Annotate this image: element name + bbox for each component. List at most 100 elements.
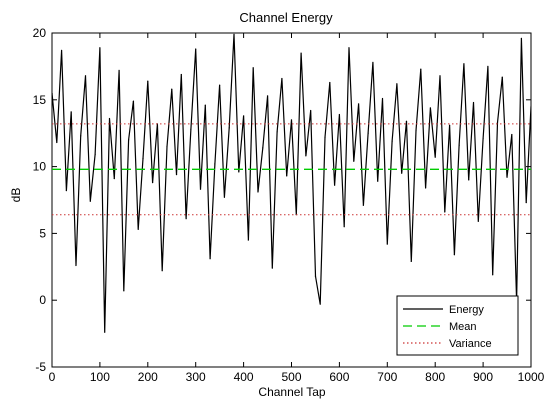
energy-point <box>300 52 302 54</box>
x-tick-label: 200 <box>138 370 158 384</box>
energy-point <box>257 191 259 193</box>
energy-point <box>353 160 355 162</box>
energy-point <box>199 188 202 190</box>
energy-point <box>468 179 470 181</box>
energy-point <box>166 145 168 148</box>
energy-point <box>377 180 379 182</box>
energy-point <box>396 83 398 85</box>
energy-point <box>319 303 321 305</box>
x-tick-label: 500 <box>281 370 301 384</box>
x-tick-label: 700 <box>377 370 397 384</box>
energy-point <box>367 132 369 134</box>
energy-point <box>185 218 187 220</box>
y-tick-label: 15 <box>33 93 47 107</box>
x-tick-label: 0 <box>49 370 56 384</box>
energy-point <box>123 290 125 292</box>
energy-point <box>458 144 460 146</box>
energy-point <box>343 226 345 228</box>
energy-point <box>405 120 408 122</box>
energy-point <box>113 178 115 180</box>
energy-point <box>118 69 120 72</box>
energy-point <box>219 84 221 86</box>
energy-point <box>357 103 360 105</box>
energy-point <box>52 92 53 94</box>
energy-point <box>276 131 278 133</box>
energy-point <box>401 172 403 174</box>
energy-point <box>386 243 388 245</box>
chart-title: Channel Energy <box>239 10 333 25</box>
energy-point <box>410 260 412 263</box>
y-tick-label: 20 <box>33 26 47 40</box>
energy-point <box>223 196 226 198</box>
energy-point <box>233 33 235 35</box>
energy-point <box>180 73 182 76</box>
energy-point <box>195 48 197 50</box>
energy-point <box>324 136 326 138</box>
energy-point <box>310 109 312 112</box>
energy-point <box>415 129 417 132</box>
energy-point <box>65 190 67 192</box>
energy-point <box>391 140 393 142</box>
legend: Energy Mean Variance <box>396 295 519 356</box>
y-tick-label: -5 <box>35 360 46 374</box>
energy-point <box>128 139 130 141</box>
energy-point <box>281 77 283 80</box>
series-energy <box>52 33 531 333</box>
y-tick-label: 0 <box>39 293 46 307</box>
energy-point <box>506 176 508 178</box>
energy-point <box>472 101 475 104</box>
legend-label: Mean <box>449 321 477 333</box>
x-tick-label: 400 <box>234 370 254 384</box>
energy-point <box>262 147 264 149</box>
energy-point <box>334 184 336 186</box>
energy-point <box>501 76 503 78</box>
energy-point <box>151 182 154 184</box>
energy-point <box>204 104 206 106</box>
energy-point <box>439 75 441 77</box>
energy-point <box>243 115 245 117</box>
energy-point <box>228 127 230 129</box>
energy-point <box>190 128 192 130</box>
energy-point <box>161 270 163 272</box>
energy-point <box>290 119 293 121</box>
energy-point <box>492 274 494 276</box>
y-tick-label: 5 <box>39 226 46 240</box>
energy-point <box>104 331 106 333</box>
energy-point <box>56 141 58 144</box>
energy-point <box>266 95 269 97</box>
energy-point <box>362 204 364 206</box>
energy-point <box>496 121 499 124</box>
energy-point <box>238 171 240 173</box>
energy-point <box>80 135 82 137</box>
energy-point <box>329 81 331 84</box>
energy-point <box>314 275 317 277</box>
energy-point <box>463 63 465 65</box>
energy-point <box>137 228 139 230</box>
x-tick-label: 300 <box>186 370 206 384</box>
energy-point <box>453 254 455 256</box>
energy-point <box>214 163 216 165</box>
legend-label: Variance <box>449 338 492 350</box>
energy-point <box>338 113 340 116</box>
energy-point <box>108 117 111 120</box>
energy-point <box>271 267 273 269</box>
energy-point <box>477 220 479 222</box>
energy-point <box>94 153 96 156</box>
energy-point <box>286 175 288 177</box>
energy-point <box>247 239 249 241</box>
energy-point <box>448 124 451 126</box>
energy-point <box>511 133 513 136</box>
x-tick-label: 800 <box>425 370 445 384</box>
x-tick-label: 100 <box>90 370 110 384</box>
x-tick-label: 600 <box>329 370 349 384</box>
energy-point <box>434 156 436 158</box>
energy-point <box>420 68 422 70</box>
energy-point <box>171 88 173 90</box>
y-axis-label: dB <box>9 188 23 203</box>
energy-point <box>372 61 374 63</box>
energy-point <box>520 37 523 39</box>
x-axis-label: Channel Tap <box>258 385 325 399</box>
energy-point <box>525 202 527 204</box>
energy-point <box>89 200 91 202</box>
